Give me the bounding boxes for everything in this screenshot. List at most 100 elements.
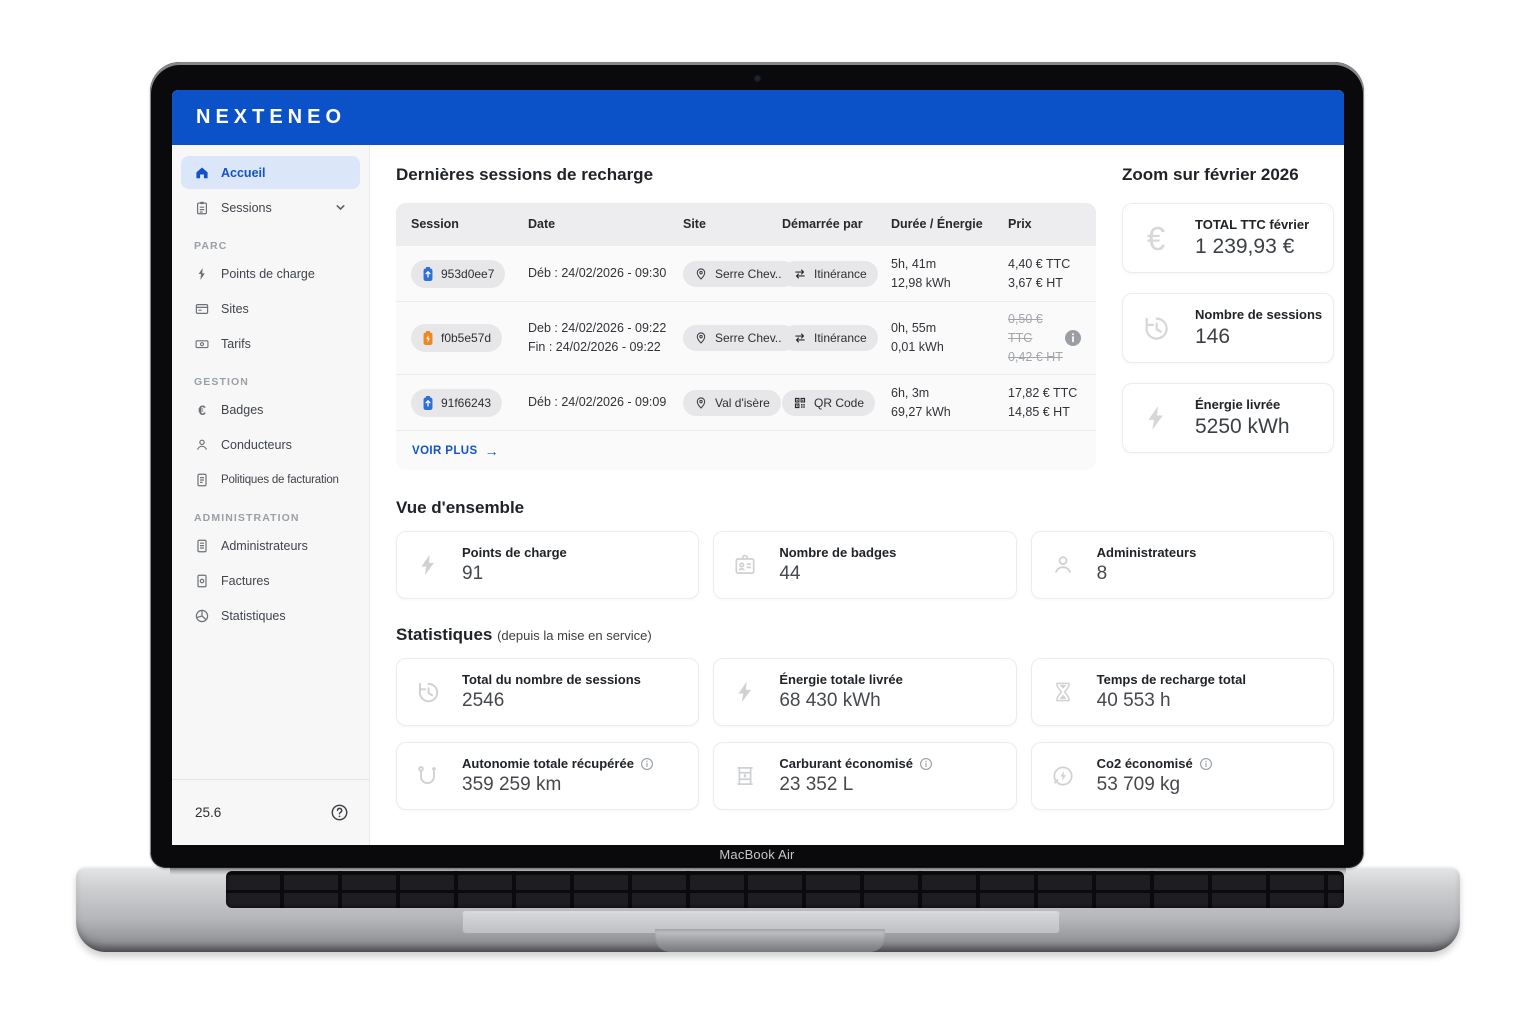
sidebar-item-accueil[interactable]: Accueil bbox=[181, 156, 360, 189]
table-header-row: Session Date Site Démarrée par Durée / É… bbox=[396, 203, 1096, 245]
card-label: Administrateurs bbox=[1096, 545, 1197, 561]
zoom-panel-title: Zoom sur février 2026 bbox=[1122, 165, 1299, 184]
site-name: Val d'isère bbox=[715, 395, 770, 410]
card-label: Énergie livrée bbox=[1195, 397, 1281, 412]
qr-code-icon bbox=[793, 396, 807, 410]
total-ttc-card: € TOTAL TTC février 1 239,93 € bbox=[1122, 203, 1334, 273]
euro-icon: € bbox=[198, 401, 206, 418]
price-info-icon[interactable] bbox=[1064, 329, 1082, 347]
laptop-keyboard bbox=[226, 871, 1344, 908]
bolt-icon bbox=[414, 552, 442, 578]
card-label: Nombre de sessions bbox=[1195, 307, 1323, 322]
price-ht: 0,42 € HT bbox=[1008, 349, 1063, 364]
sidebar-item-label: Tarifs bbox=[221, 336, 251, 351]
app-logo[interactable]: NEXTENEO bbox=[196, 106, 347, 128]
voir-plus-link[interactable]: VOIR PLUS → bbox=[412, 443, 499, 459]
app-version: 25.6 bbox=[195, 805, 222, 820]
card-value: 8 bbox=[1096, 563, 1108, 585]
sidebar-item-label: Administrateurs bbox=[221, 538, 308, 553]
home-icon bbox=[194, 165, 210, 181]
charge-points-card: Points de charge 91 bbox=[396, 531, 700, 600]
sidebar-item-badges[interactable]: € Badges bbox=[181, 393, 360, 426]
co2-saved-card: Co2 économisé 53 709 kg bbox=[1030, 742, 1334, 811]
id-badge-icon bbox=[731, 552, 759, 578]
euro-icon: € bbox=[1146, 219, 1166, 257]
price-ht: 14,85 € HT bbox=[1008, 404, 1070, 419]
sidebar-item-label: Sessions bbox=[221, 200, 272, 215]
card-label: Co2 économisé bbox=[1097, 756, 1213, 771]
sidebar-item-conducteurs[interactable]: Conducteurs bbox=[181, 428, 360, 461]
fuel-saved-card: Carburant économisé 23 352 L bbox=[713, 742, 1017, 811]
session-energy: 12,98 kWh bbox=[891, 275, 951, 290]
sidebar-item-sites[interactable]: Sites bbox=[181, 292, 360, 325]
session-row[interactable]: 91f66243 Déb : 24/02/2026 - 09:09 bbox=[396, 374, 1096, 431]
total-sessions-card: Total du nombre de sessions 2546 bbox=[396, 658, 700, 727]
card-label: Nombre de badges bbox=[779, 545, 897, 561]
sidebar-item-label: Politiques de facturation bbox=[221, 473, 339, 486]
card-value: 68 430 kWh bbox=[779, 690, 881, 712]
card-label-text: Carburant économisé bbox=[779, 756, 913, 772]
voir-plus-label: VOIR PLUS bbox=[412, 444, 478, 457]
started-by: Itinérance bbox=[814, 266, 867, 281]
info-icon[interactable] bbox=[919, 757, 933, 771]
main-content: Dernières sessions de recharge Session D… bbox=[370, 145, 1344, 845]
info-icon[interactable] bbox=[1199, 757, 1213, 771]
top-navbar: NEXTENEO bbox=[172, 90, 1344, 145]
card-label: Carburant économisé bbox=[779, 756, 933, 771]
hinge-shadow bbox=[170, 866, 1346, 875]
sidebar-item-label: Badges bbox=[221, 402, 264, 417]
autonomy-card: Autonomie totale récupérée 359 259 km bbox=[396, 742, 700, 811]
price-ttc: 0,50 € TTC bbox=[1008, 312, 1043, 345]
card-value: 1 239,93 € bbox=[1195, 235, 1295, 258]
card-label: Temps de recharge total bbox=[1096, 672, 1246, 688]
laptop-lid-notch bbox=[655, 929, 885, 952]
site-chip: Serre Chev... bbox=[683, 260, 796, 287]
sidebar-section-parc: PARC bbox=[194, 240, 228, 252]
started-by-chip: Itinérance bbox=[782, 325, 878, 352]
session-date-start: Déb : 24/02/2026 - 09:30 bbox=[528, 266, 667, 281]
sidebar-item-label: Statistiques bbox=[221, 608, 286, 623]
session-date-end: Fin : 24/02/2026 - 09:22 bbox=[528, 340, 661, 355]
sidebar-section-administration: ADMINISTRATION bbox=[194, 512, 300, 524]
sidebar-item-statistiques[interactable]: Statistiques bbox=[181, 599, 360, 632]
column-header-site: Site bbox=[683, 217, 706, 231]
history-clock-icon bbox=[1139, 313, 1173, 343]
eco-bolt-icon bbox=[1049, 763, 1077, 789]
column-header-started: Démarrée par bbox=[782, 217, 863, 231]
sidebar-item-administrateurs[interactable]: Administrateurs bbox=[181, 529, 360, 562]
card-label: Total du nombre de sessions bbox=[462, 672, 641, 688]
pie-chart-icon bbox=[194, 608, 210, 624]
card-label-text: Co2 économisé bbox=[1096, 756, 1193, 772]
card-label: TOTAL TTC février bbox=[1195, 217, 1310, 232]
zoom-panel: Zoom sur février 2026 € TOTAL TTC févrie… bbox=[1122, 165, 1334, 470]
battery-charging-icon bbox=[422, 330, 434, 346]
arrow-right-icon: → bbox=[484, 442, 499, 459]
card-value: 53 709 kg bbox=[1096, 774, 1181, 796]
device-label: MacBook Air bbox=[719, 847, 795, 862]
stats-cards: Total du nombre de sessions 2546 Énergie… bbox=[396, 658, 1334, 811]
info-icon[interactable] bbox=[640, 757, 654, 771]
bolt-icon bbox=[194, 266, 210, 282]
started-by-chip: Itinérance bbox=[782, 260, 878, 287]
session-row[interactable]: 953d0ee7 Déb : 24/02/2026 - 09:30 bbox=[396, 245, 1096, 301]
help-button[interactable] bbox=[330, 803, 349, 822]
stats-subtitle: (depuis la mise en service) bbox=[497, 628, 652, 644]
sessions-title: Dernières sessions de recharge bbox=[396, 165, 654, 184]
app-screen: NEXTENEO Accueil Sessions bbox=[172, 90, 1344, 845]
card-label: Énergie totale livrée bbox=[779, 672, 903, 688]
badges-count-card: Nombre de badges 44 bbox=[713, 531, 1017, 600]
card-label: Points de charge bbox=[462, 545, 567, 561]
battery-charging-icon bbox=[422, 395, 434, 411]
started-by: Itinérance bbox=[814, 331, 867, 346]
session-row[interactable]: f0b5e57d Deb : 24/02/2026 - 09:22 Fin : … bbox=[396, 301, 1096, 375]
chevron-down-icon bbox=[334, 201, 347, 214]
sidebar-item-politiques-de-facturation[interactable]: Politiques de facturation bbox=[181, 463, 360, 496]
swap-arrows-icon bbox=[793, 267, 807, 281]
sidebar-item-factures[interactable]: Factures bbox=[181, 564, 360, 597]
sidebar-item-label: Points de charge bbox=[221, 266, 315, 281]
price-ttc: 4,40 € TTC bbox=[1008, 256, 1071, 271]
sidebar-item-points-de-charge[interactable]: Points de charge bbox=[181, 257, 360, 290]
price-ttc: 17,82 € TTC bbox=[1008, 386, 1078, 400]
sidebar-item-sessions[interactable]: Sessions bbox=[181, 191, 360, 224]
sidebar-item-tarifs[interactable]: Tarifs bbox=[181, 327, 360, 360]
